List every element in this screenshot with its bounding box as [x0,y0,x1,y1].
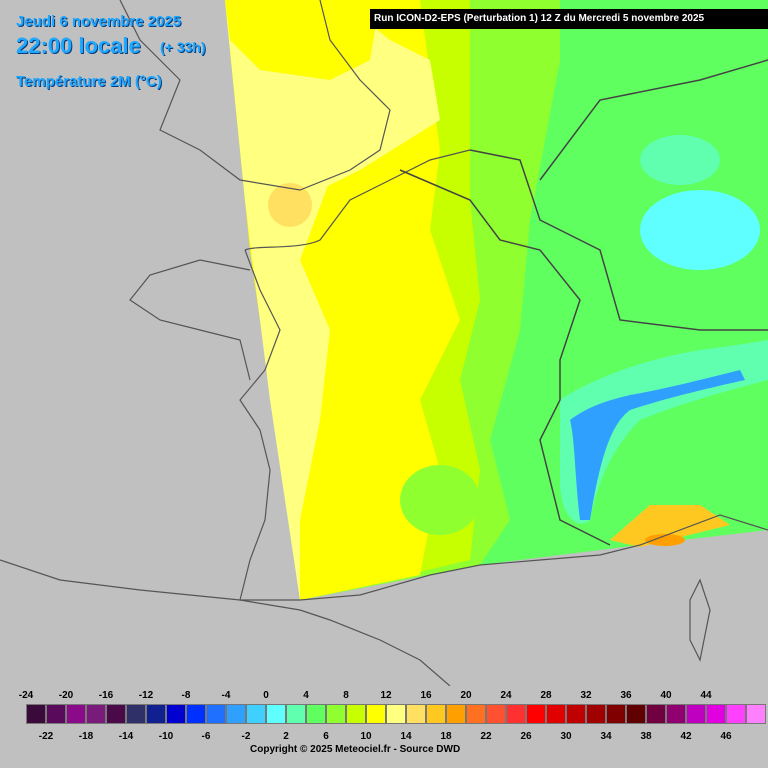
legend-swatch [526,704,546,724]
legend-lower-label: 46 [720,731,732,742]
legend-upper-label: 32 [580,690,592,701]
legend-swatch [626,704,646,724]
legend-swatch [586,704,606,724]
legend-upper-label: 44 [700,690,712,701]
legend-swatch [46,704,66,724]
hot-spot-mediterranean [645,534,685,546]
legend-swatch [646,704,666,724]
legend-swatch [366,704,386,724]
legend-swatch [746,704,766,724]
legend-lower-label: 6 [323,731,329,742]
legend-swatch [706,704,726,724]
legend-upper-label: 36 [620,690,632,701]
corsica [689,578,711,662]
legend-swatch [106,704,126,724]
legend-swatch [126,704,146,724]
legend-swatch [506,704,526,724]
alps-high [570,370,745,520]
region-mediterranean [610,505,730,547]
brittany-coast [129,259,251,381]
region-england-south [225,0,380,80]
legend-upper-label: -20 [58,690,74,701]
legend-upper-label: 28 [540,690,552,701]
legend-upper-label: 24 [500,690,512,701]
coastline [239,149,768,601]
massif-central [400,465,480,535]
legend-swatch [226,704,246,724]
legend-upper-label: -4 [221,690,231,701]
legend-lower-label: -6 [201,731,211,742]
legend-swatch [26,704,46,724]
legend-swatch [266,704,286,724]
legend-upper-label: -8 [181,690,191,701]
legend-swatch [386,704,406,724]
legend-lower-label: 10 [360,731,372,742]
legend-lower-label: -14 [118,731,134,742]
legend-upper-label: -12 [138,690,154,701]
legend-lower-label: -18 [78,731,94,742]
cold-area-germany [640,190,760,270]
legend-swatch [246,704,266,724]
legend-swatch [486,704,506,724]
legend-swatch [326,704,346,724]
legend-swatch [666,704,686,724]
legend-swatch [186,704,206,724]
legend-upper-label: -24 [18,690,34,701]
legend-upper-label: 0 [263,690,269,701]
legend-lower-label: 14 [400,731,412,742]
legend-lower-label: -22 [38,731,54,742]
cold-area-bavaria [640,135,720,185]
legend-lower-label: 26 [520,731,532,742]
legend-lower-label: 22 [480,731,492,742]
legend-swatch [426,704,446,724]
legend-swatch [606,704,626,724]
legend-upper-label: 16 [420,690,432,701]
spain-coast [0,559,451,686]
legend-upper-label: -16 [98,690,114,701]
legend-swatch [546,704,566,724]
temperature-map [0,0,768,686]
legend-swatch [66,704,86,724]
legend-swatch [406,704,426,724]
legend-swatch [166,704,186,724]
legend-swatch [686,704,706,724]
legend-swatch [446,704,466,724]
legend-lower-label: 38 [640,731,652,742]
legend-lower-label: 42 [680,731,692,742]
legend-lower-label: 34 [600,731,612,742]
legend-swatch [206,704,226,724]
legend-swatch [566,704,586,724]
national-borders [399,59,768,546]
legend-lower-label: -10 [158,731,174,742]
legend-swatch [286,704,306,724]
england-coast [119,0,391,191]
copyright-text: Copyright © 2025 Meteociel.fr - Source D… [250,744,461,755]
legend-swatch [466,704,486,724]
legend-upper-label: 8 [343,690,349,701]
legend-upper-label: 4 [303,690,309,701]
legend-lower-label: 2 [283,731,289,742]
forecast-time: 22:00 locale [16,33,141,58]
warm-spot-london [268,183,312,227]
legend-upper-label: 20 [460,690,472,701]
legend-swatch [726,704,746,724]
legend-swatch [86,704,106,724]
run-banner: Run ICON-D2-EPS (Perturbation 1) 12 Z du… [370,9,768,29]
legend-lower-label: -2 [241,731,251,742]
legend-swatch [346,704,366,724]
legend-lower-label: 30 [560,731,572,742]
forecast-offset: (+ 33h) [160,39,206,55]
legend-swatch [306,704,326,724]
legend-lower-label: 18 [440,731,452,742]
legend-upper-label: 40 [660,690,672,701]
legend-upper-label: 12 [380,690,392,701]
parameter-label: Température 2M (°C) [16,73,162,90]
legend-swatch [146,704,166,724]
forecast-date: Jeudi 6 novembre 2025 [16,13,182,30]
